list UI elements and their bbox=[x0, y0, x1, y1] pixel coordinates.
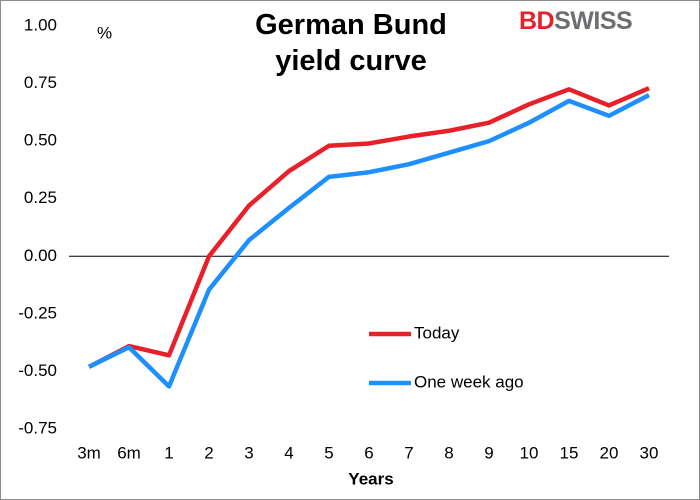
logo-part: BD bbox=[519, 7, 555, 35]
series-line bbox=[88, 93, 651, 389]
y-tick-label: 0.25 bbox=[24, 188, 57, 207]
y-tick-label: 1.00 bbox=[24, 15, 57, 34]
y-tick-label: 0.50 bbox=[24, 131, 57, 150]
y-tick-label: -0.25 bbox=[18, 303, 57, 322]
y-unit-label: % bbox=[97, 23, 112, 42]
x-tick-label: 30 bbox=[640, 443, 659, 462]
x-tick-label: 15 bbox=[560, 443, 579, 462]
y-tick-label: -0.50 bbox=[18, 361, 57, 380]
x-axis-label: Years bbox=[348, 469, 393, 488]
y-tick-label: 0.75 bbox=[24, 73, 57, 92]
y-tick-label: -0.75 bbox=[18, 418, 57, 437]
legend-label: Today bbox=[414, 323, 460, 342]
series-line bbox=[87, 86, 650, 369]
x-tick-label: 20 bbox=[600, 443, 619, 462]
x-tick-label: 2 bbox=[204, 443, 213, 462]
x-tick-label: 9 bbox=[484, 443, 493, 462]
x-tick-label: 3 bbox=[244, 443, 253, 462]
logo: BDSWISS bbox=[519, 7, 633, 36]
logo-part: SWISS bbox=[554, 7, 633, 35]
y-tick-label: 0.00 bbox=[24, 246, 57, 265]
x-tick-label: 6 bbox=[364, 443, 373, 462]
x-tick-label: 8 bbox=[444, 443, 453, 462]
x-tick-label: 5 bbox=[324, 443, 333, 462]
x-tick-label: 10 bbox=[520, 443, 539, 462]
x-tick-label: 6m bbox=[117, 443, 141, 462]
x-tick-label: 3m bbox=[77, 443, 101, 462]
x-tick-label: 7 bbox=[404, 443, 413, 462]
x-tick-label: 4 bbox=[284, 443, 293, 462]
legend-label: One week ago bbox=[414, 372, 524, 391]
x-tick-label: 1 bbox=[164, 443, 173, 462]
chart-title: German Bund yield curve bbox=[255, 9, 447, 77]
